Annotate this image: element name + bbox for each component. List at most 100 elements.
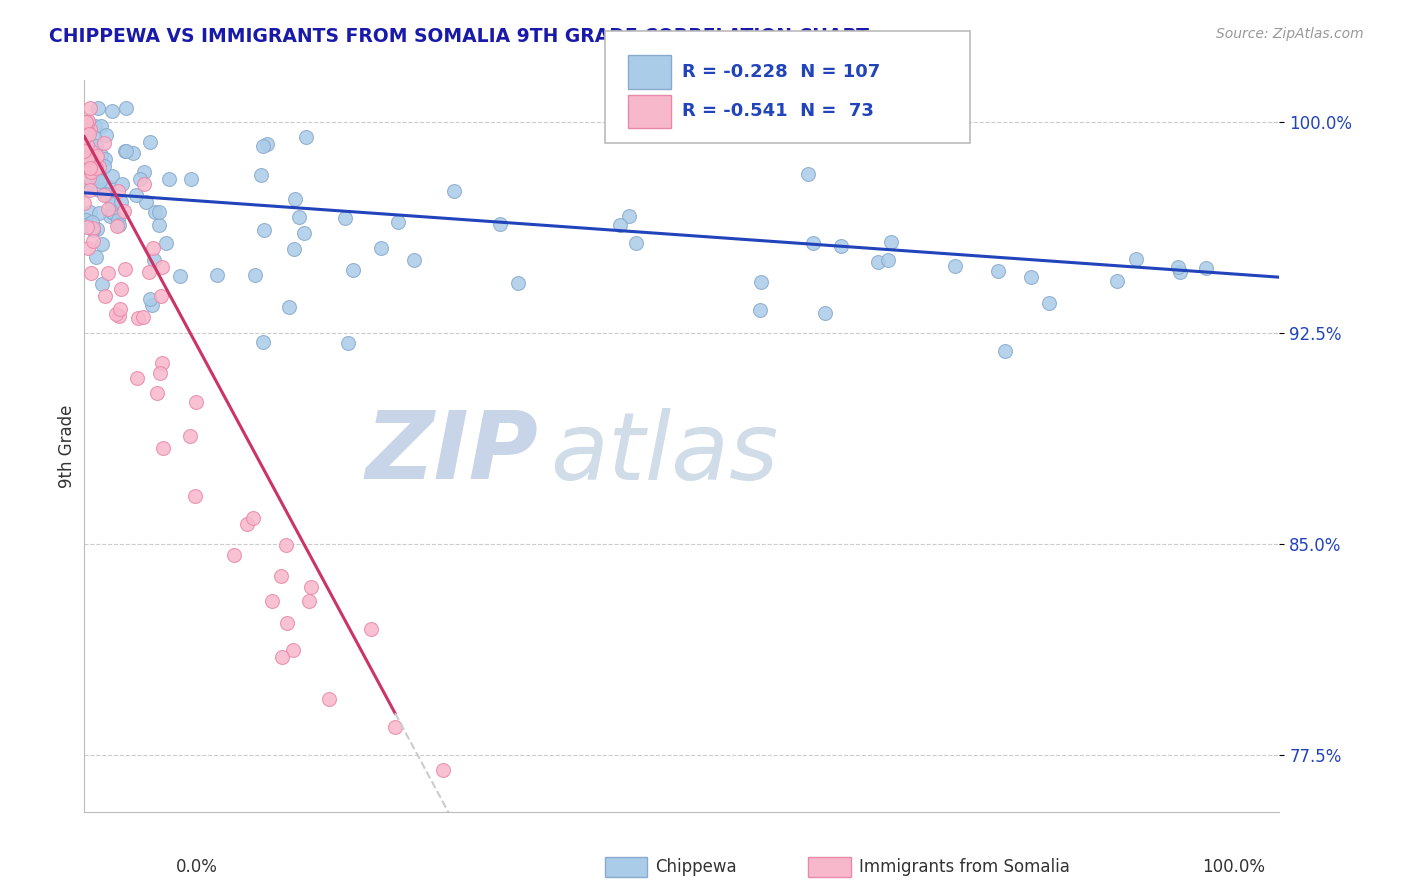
Point xyxy=(114,144,136,158)
Point xyxy=(79,102,101,116)
Point xyxy=(994,344,1017,359)
Point xyxy=(1167,260,1189,274)
Point xyxy=(284,192,307,206)
Point xyxy=(82,153,104,168)
Point xyxy=(77,177,100,191)
Point xyxy=(270,568,292,582)
Point xyxy=(877,253,900,268)
Point xyxy=(86,161,108,176)
Point xyxy=(207,268,229,283)
Point xyxy=(93,152,115,166)
Point xyxy=(276,616,298,631)
Text: Chippewa: Chippewa xyxy=(655,858,737,876)
Point xyxy=(86,171,108,186)
Point xyxy=(270,650,292,665)
Point xyxy=(82,234,104,248)
Point xyxy=(89,160,111,174)
Text: Immigrants from Somalia: Immigrants from Somalia xyxy=(859,858,1070,876)
Point xyxy=(184,395,207,409)
Point xyxy=(93,188,115,202)
Point xyxy=(488,217,510,231)
Point xyxy=(142,253,165,268)
Point xyxy=(79,144,101,158)
Point xyxy=(150,260,173,274)
Y-axis label: 9th Grade: 9th Grade xyxy=(58,404,76,488)
Point xyxy=(360,622,382,636)
Point xyxy=(94,289,117,303)
Point xyxy=(101,206,124,220)
Point xyxy=(79,183,101,197)
Point xyxy=(79,122,101,136)
Point xyxy=(90,148,112,162)
Point xyxy=(77,142,100,156)
Point xyxy=(89,183,111,197)
Point xyxy=(749,302,772,317)
Point xyxy=(150,356,173,370)
Point xyxy=(76,220,98,235)
Point xyxy=(80,169,103,183)
Point xyxy=(86,222,108,236)
Point xyxy=(139,293,162,307)
Point xyxy=(283,643,305,657)
Point xyxy=(252,139,274,153)
Point xyxy=(256,136,278,151)
Point xyxy=(370,241,392,255)
Point xyxy=(107,309,129,323)
Point xyxy=(91,277,114,291)
Point xyxy=(253,222,276,236)
Point xyxy=(868,255,890,269)
Point xyxy=(184,489,207,503)
Point xyxy=(110,282,132,296)
Point xyxy=(86,162,108,177)
Point xyxy=(148,218,170,232)
Point xyxy=(84,150,107,164)
Point xyxy=(79,161,101,175)
Point xyxy=(1107,274,1129,288)
Point xyxy=(80,165,103,179)
Point xyxy=(79,171,101,186)
Point xyxy=(94,128,117,143)
Point xyxy=(86,250,108,264)
Point xyxy=(76,137,98,152)
Point xyxy=(222,548,245,562)
Point xyxy=(141,298,163,312)
Point xyxy=(288,210,311,224)
Point xyxy=(236,517,259,532)
Point xyxy=(830,239,852,253)
Point xyxy=(278,300,301,314)
Point xyxy=(294,227,316,241)
Point xyxy=(318,692,340,706)
Point xyxy=(101,205,124,219)
Point xyxy=(110,194,132,209)
Point xyxy=(298,594,321,608)
Point xyxy=(101,103,124,118)
Point xyxy=(135,195,157,210)
Point xyxy=(97,266,120,280)
Point xyxy=(132,165,155,179)
Point xyxy=(93,136,115,150)
Point xyxy=(90,120,112,134)
Point xyxy=(82,215,104,229)
Point xyxy=(79,205,101,219)
Point xyxy=(814,306,837,320)
Point xyxy=(84,139,107,153)
Point xyxy=(75,129,97,144)
Point xyxy=(114,261,136,276)
Point xyxy=(101,197,124,211)
Point xyxy=(76,124,98,138)
Point xyxy=(77,150,100,164)
Point xyxy=(276,538,298,552)
Point xyxy=(145,386,167,401)
Point xyxy=(89,173,111,187)
Point xyxy=(77,242,100,256)
Point xyxy=(143,205,166,219)
Point xyxy=(75,212,97,227)
Point xyxy=(82,223,104,237)
Point xyxy=(138,265,160,279)
Point xyxy=(83,130,105,145)
Point xyxy=(121,145,143,160)
Point xyxy=(112,204,135,219)
Point xyxy=(108,301,131,316)
Point xyxy=(90,236,112,251)
Point xyxy=(243,268,266,282)
